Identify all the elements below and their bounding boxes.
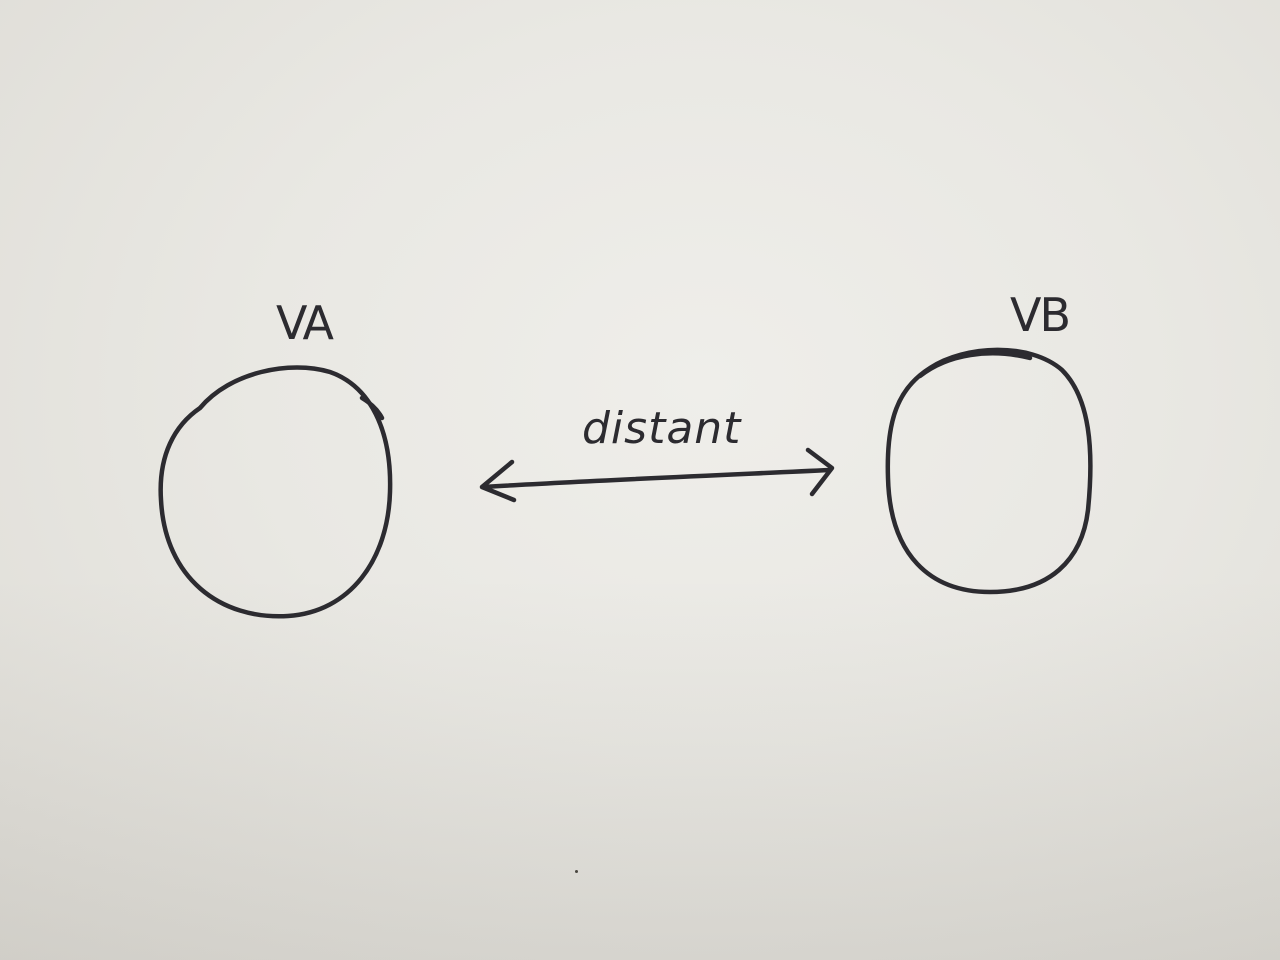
node-circle-va — [158, 365, 393, 619]
node-circle-va-overlap — [359, 395, 385, 421]
edge-arrowhead-left — [479, 459, 517, 503]
node-label-va: VA — [276, 296, 334, 350]
node-circle-vb — [885, 347, 1093, 595]
edge-arrow-line — [481, 467, 833, 490]
node-label-vb: VB — [1010, 288, 1071, 342]
edge-label: distant — [582, 403, 742, 454]
paper-speck — [575, 870, 578, 873]
edge-arrowhead-right — [805, 447, 835, 497]
node-circle-vb-overlap — [917, 351, 1033, 379]
